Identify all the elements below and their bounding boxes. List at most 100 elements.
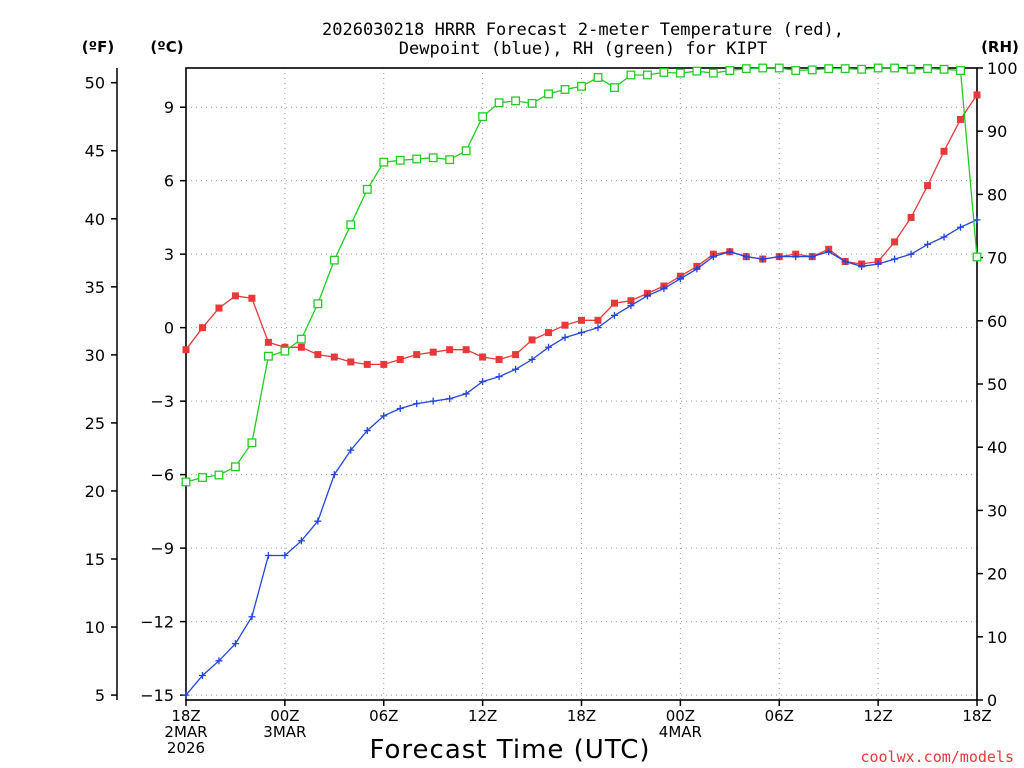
data-point bbox=[314, 351, 322, 359]
data-point bbox=[924, 240, 932, 248]
data-point bbox=[248, 294, 256, 302]
data-point bbox=[692, 66, 702, 76]
data-point bbox=[610, 311, 618, 319]
time-tick-label: 18Z bbox=[962, 707, 991, 725]
time-tick-label: 00Z bbox=[666, 707, 695, 725]
data-point bbox=[362, 184, 372, 194]
data-point bbox=[708, 68, 718, 78]
data-point bbox=[527, 98, 537, 108]
time-tick-label: 12Z bbox=[863, 707, 892, 725]
data-point bbox=[643, 292, 651, 300]
data-point bbox=[627, 297, 635, 305]
chart-title-line-2: Dewpoint (blue), RH (green) for KIPT bbox=[399, 39, 767, 59]
data-point bbox=[412, 154, 422, 164]
data-point bbox=[314, 517, 322, 525]
data-point bbox=[858, 262, 866, 270]
data-point bbox=[874, 260, 882, 268]
data-point bbox=[231, 640, 239, 648]
fahrenheit-tick-label: 5 bbox=[95, 686, 105, 705]
data-point bbox=[924, 182, 932, 190]
data-point bbox=[511, 96, 521, 106]
data-point bbox=[890, 63, 900, 73]
celsius-tick-label: 0 bbox=[164, 319, 174, 338]
data-point bbox=[494, 98, 504, 108]
data-point bbox=[577, 81, 586, 91]
data-point bbox=[446, 395, 454, 403]
series-rh bbox=[181, 63, 982, 487]
data-point bbox=[446, 346, 454, 354]
time-tick-label: 00Z bbox=[270, 707, 299, 725]
data-point bbox=[775, 253, 783, 261]
data-point bbox=[330, 353, 338, 361]
data-point bbox=[478, 112, 488, 122]
data-point bbox=[561, 321, 569, 329]
fahrenheit-tick-label: 15 bbox=[85, 550, 105, 569]
data-point bbox=[610, 299, 618, 307]
data-point bbox=[247, 438, 257, 448]
time-tick-label: 4MAR bbox=[659, 723, 702, 741]
data-point bbox=[940, 233, 948, 241]
time-tick-label: 2MAR bbox=[164, 723, 207, 741]
rh-tick-label: 10 bbox=[987, 628, 1007, 647]
fahrenheit-tick-label: 35 bbox=[85, 278, 105, 297]
data-point bbox=[956, 66, 965, 75]
data-point bbox=[627, 302, 635, 310]
data-point bbox=[709, 253, 717, 261]
data-point bbox=[561, 333, 569, 341]
rh-tick-label: 0 bbox=[987, 691, 997, 710]
celsius-tick-label: 3 bbox=[164, 245, 174, 264]
time-tick-label: 18Z bbox=[171, 707, 200, 725]
fahrenheit-tick-label: 30 bbox=[85, 346, 105, 365]
data-point bbox=[363, 427, 371, 435]
fahrenheit-tick-label: 45 bbox=[85, 142, 105, 161]
data-point bbox=[693, 265, 701, 273]
data-point bbox=[445, 155, 455, 165]
data-point bbox=[182, 691, 190, 699]
rh-tick-label: 40 bbox=[987, 438, 1007, 457]
celsius-tick-label: −6 bbox=[150, 466, 174, 485]
data-point bbox=[329, 255, 339, 265]
data-point bbox=[840, 64, 850, 74]
data-point bbox=[495, 356, 503, 364]
data-point bbox=[181, 477, 191, 487]
rh-tick-label: 80 bbox=[987, 185, 1007, 204]
data-point bbox=[429, 348, 437, 356]
time-tick-label: 06Z bbox=[765, 707, 794, 725]
source-credit: coolwx.com/models bbox=[860, 748, 1014, 766]
data-point bbox=[396, 356, 404, 364]
data-point bbox=[659, 67, 669, 77]
celsius-tick-label: −15 bbox=[140, 686, 174, 705]
celsius-tick-label: −12 bbox=[140, 613, 174, 632]
data-point bbox=[578, 316, 585, 324]
data-point bbox=[182, 346, 190, 354]
data-point bbox=[495, 373, 503, 381]
data-point bbox=[972, 252, 982, 262]
time-tick-label: 2026 bbox=[167, 739, 205, 757]
data-point bbox=[545, 329, 553, 337]
data-point bbox=[479, 353, 487, 361]
celsius-tick-label: −3 bbox=[150, 392, 174, 411]
data-point bbox=[280, 346, 290, 356]
data-point bbox=[807, 65, 817, 75]
data-point bbox=[792, 253, 800, 261]
data-point bbox=[231, 292, 239, 300]
data-point bbox=[347, 446, 355, 454]
data-point bbox=[264, 551, 272, 559]
data-point bbox=[512, 351, 520, 359]
data-point bbox=[660, 284, 668, 292]
data-point bbox=[413, 351, 421, 359]
data-point bbox=[642, 70, 652, 80]
fahrenheit-axis-ticks: 50 45 40 35 30 25 20 15 10 5 bbox=[85, 74, 117, 705]
data-point bbox=[379, 157, 389, 167]
data-point bbox=[973, 216, 981, 224]
rh-tick-label: 100 bbox=[987, 59, 1018, 78]
data-point bbox=[380, 360, 388, 368]
data-point bbox=[395, 155, 405, 165]
data-point bbox=[940, 147, 948, 155]
data-point bbox=[973, 91, 981, 99]
celsius-tick-label: 6 bbox=[164, 172, 174, 191]
fahrenheit-tick-label: 25 bbox=[85, 414, 105, 433]
data-point bbox=[363, 360, 371, 368]
